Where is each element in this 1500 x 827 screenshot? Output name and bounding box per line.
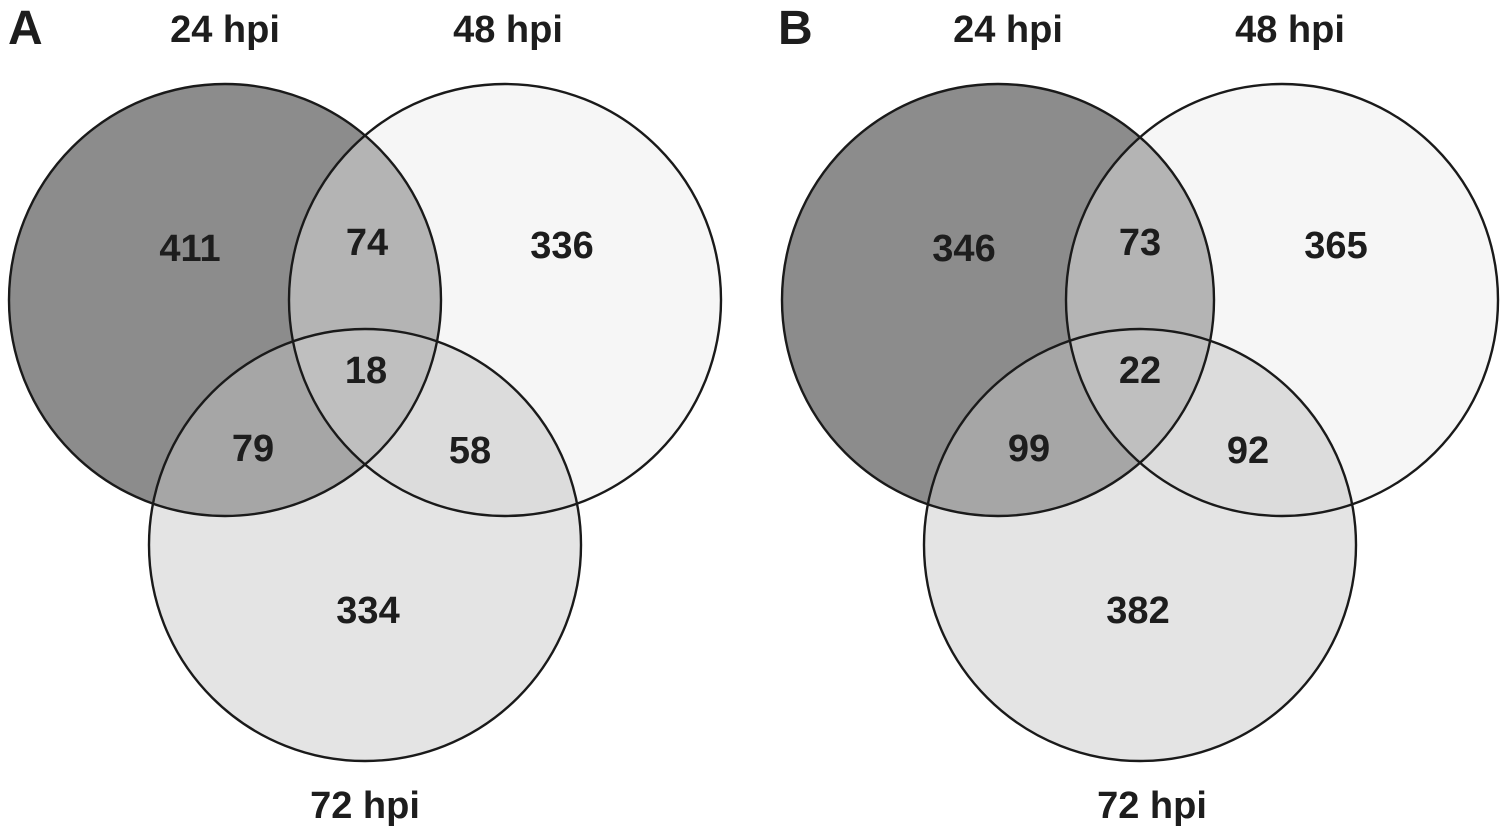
panel-a-count-24-72: 79 [232, 428, 274, 470]
panel-b-count-center: 22 [1119, 350, 1161, 392]
venn-a-overlap-48-72-region [289, 329, 581, 516]
venn-a-outline-48hpi [287, 82, 723, 518]
venn-b-overlap-24-72-fill [924, 329, 1214, 516]
venn-a-outline-72hpi [147, 327, 583, 763]
panel-a-count-24-only: 411 [159, 228, 220, 270]
panel-b-count-48-only: 365 [1304, 225, 1367, 267]
venn-b-overlap-48-72-fill [1066, 329, 1356, 516]
venn-b-outline-48hpi [1064, 82, 1500, 518]
panel-a-count-center: 18 [345, 350, 387, 392]
panel-a-label-72hpi: 72 hpi [310, 785, 420, 827]
panel-a-count-72-only: 334 [336, 590, 399, 632]
panel-a-count-48-72: 58 [449, 430, 491, 472]
venn-b-outline-72hpi [922, 327, 1358, 763]
panel-b-letter: B [778, 2, 813, 55]
panel-b-count-72-only: 382 [1106, 590, 1169, 632]
panel-a-label-48hpi: 48 hpi [453, 9, 563, 51]
panel-a-count-48-only: 336 [530, 225, 593, 267]
panel-a-letter: A [8, 2, 43, 55]
venn-b-outline-24hpi [780, 82, 1216, 518]
panel-a-count-24-48: 74 [346, 222, 388, 264]
venn-panel-a: A 24 hpi 48 hpi 72 hpi 411 74 336 18 79 … [7, 2, 723, 827]
panel-b-count-24-48: 73 [1119, 222, 1161, 264]
panel-b-count-48-72: 92 [1227, 430, 1269, 472]
venn-panel-b: B 24 hpi 48 hpi 72 hpi 346 73 365 22 99 … [778, 2, 1500, 827]
venn-b-overlap-48-72-region [1066, 329, 1356, 516]
panel-b-label-48hpi: 48 hpi [1235, 9, 1345, 51]
panel-b-count-24-only: 346 [932, 228, 995, 270]
venn-b-overlap-24-72-region [924, 329, 1214, 516]
panel-b-label-24hpi: 24 hpi [953, 9, 1063, 51]
venn-a-overlap-48-72-fill [289, 329, 581, 516]
panel-b-count-24-72: 99 [1008, 428, 1050, 470]
panel-b-label-72hpi: 72 hpi [1097, 785, 1207, 827]
panel-a-label-24hpi: 24 hpi [170, 9, 280, 51]
venn-a-overlap-24-72-region [149, 329, 441, 516]
venn-a-outline-24hpi [7, 82, 443, 518]
venn-a-overlap-24-72-fill [149, 329, 441, 516]
